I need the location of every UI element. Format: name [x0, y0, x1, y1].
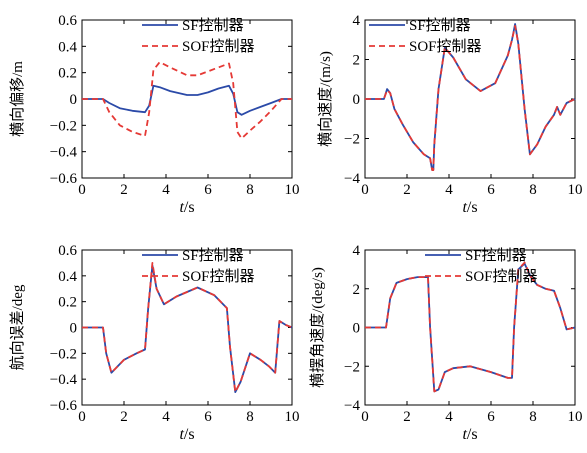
x-tick-label: 2: [403, 182, 411, 198]
y-tick-label: 0: [70, 321, 78, 337]
x-tick-label: 8: [246, 182, 254, 198]
legend-label: SF控制器: [409, 17, 471, 34]
x-axis-label: t/s: [462, 199, 477, 216]
y-tick-label: −0.6: [50, 171, 78, 187]
x-axis-label-unit: /s: [467, 199, 478, 216]
y-tick-label: −0.2: [50, 346, 77, 362]
y-axis-label: 横向速度/(m/s): [317, 51, 334, 147]
series-line-sf: [82, 84, 292, 116]
legend-label: SOF控制器: [465, 268, 538, 285]
x-tick-label: 2: [403, 409, 411, 425]
x-tick-label: 2: [120, 182, 128, 198]
chart-panel-3: 0 2 4 6 8 10 −0.6 −0.4 −0.2 0 0.2 0.4 0.6 SF控制器 SOF控制器…: [9, 243, 300, 443]
y-tick-label: 0.2: [58, 66, 77, 82]
y-tick-label: −4: [344, 171, 360, 187]
series-line-sof: [82, 61, 292, 140]
y-tick-label: 0.6: [58, 13, 77, 29]
x-tick-label: 6: [204, 409, 212, 425]
x-tick-label: 8: [246, 409, 254, 425]
y-axis-label: 横摆角速度/(deg/s): [309, 267, 326, 388]
x-axis-label-var: t: [462, 199, 467, 216]
y-tick-label: 0.4: [58, 269, 77, 285]
x-tick-label: 6: [487, 182, 495, 198]
legend-label: SF控制器: [465, 247, 527, 264]
x-tick-label: 0: [361, 409, 369, 425]
x-axis-label-unit: /s: [467, 426, 478, 443]
y-tick-label: 4: [353, 243, 361, 259]
x-tick-label: 4: [162, 182, 170, 198]
chart-panel-2: 0 2 4 6 8 10 −4 −2 0 2 4 SF控制器 SOF控制器 t/s 横向速度/(m/s): [317, 13, 583, 216]
x-tick-label: 10: [568, 182, 583, 198]
x-axis-label-var: t: [462, 426, 467, 443]
y-tick-label: 4: [353, 13, 361, 29]
x-axis-label: t/s: [462, 426, 477, 443]
x-tick-label: 8: [529, 409, 537, 425]
chart-panel-1: 0 2 4 6 8 10 −0.6 −0.4 −0.2 0 0.2 0.4 0.6 SF控制器 SOF控制器…: [9, 13, 300, 216]
x-tick-label: 10: [285, 182, 300, 198]
y-tick-label: −2: [344, 132, 360, 148]
chart-panel-4: 0 2 4 6 8 10 −4 −2 0 2 4 SF控制器 SOF控制器 t/s 横摆角速度/(deg/s…: [309, 243, 583, 443]
legend-label: SOF控制器: [182, 268, 255, 285]
legend-label: SOF控制器: [409, 38, 482, 55]
x-tick-label: 0: [361, 182, 369, 198]
y-tick-label: 2: [353, 282, 361, 298]
x-axis-label: t/s: [179, 426, 194, 443]
y-tick-label: −0.4: [50, 372, 78, 388]
y-tick-label: −0.6: [50, 398, 78, 414]
y-tick-label: 0.6: [58, 243, 77, 259]
x-axis-label-unit: /s: [184, 199, 195, 216]
x-tick-label: 6: [487, 409, 495, 425]
x-axis-label-unit: /s: [184, 426, 195, 443]
y-tick-label: 0: [353, 92, 361, 108]
y-tick-label: −4: [344, 398, 360, 414]
x-tick-label: 0: [78, 409, 86, 425]
y-tick-label: −2: [344, 359, 360, 375]
x-tick-label: 0: [78, 182, 86, 198]
x-axis-label-var: t: [179, 426, 184, 443]
x-tick-label: 10: [285, 409, 300, 425]
y-tick-label: −0.2: [50, 118, 77, 134]
x-tick-label: 2: [120, 409, 128, 425]
y-tick-label: 2: [353, 53, 361, 69]
legend-label: SOF控制器: [182, 38, 255, 55]
x-axis-label-var: t: [179, 199, 184, 216]
y-tick-label: 0: [70, 92, 78, 108]
series-line-sof: [82, 261, 293, 394]
series-line-sof: [365, 261, 576, 393]
x-tick-label: 4: [445, 182, 453, 198]
series-line-sof: [365, 24, 576, 172]
y-tick-label: 0.2: [58, 295, 77, 311]
x-axis-label: t/s: [179, 199, 194, 216]
y-tick-label: −0.4: [50, 145, 78, 161]
y-axis-label: 航向误差/deg: [9, 284, 26, 370]
y-axis-label: 横向偏移/m: [9, 61, 26, 137]
x-tick-label: 10: [568, 409, 583, 425]
legend-label: SF控制器: [182, 17, 244, 34]
y-tick-label: 0: [353, 321, 361, 337]
y-tick-label: 0.4: [58, 39, 77, 55]
x-tick-label: 6: [204, 182, 212, 198]
legend-label: SF控制器: [182, 247, 244, 264]
x-tick-label: 4: [445, 409, 453, 425]
x-tick-label: 8: [529, 182, 537, 198]
x-tick-label: 4: [162, 409, 170, 425]
